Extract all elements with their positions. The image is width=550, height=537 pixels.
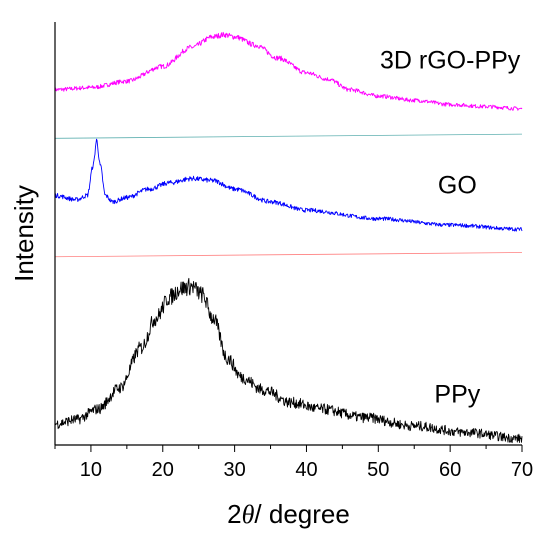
series-layer <box>54 31 523 444</box>
x-tick-label: 50 <box>367 459 389 481</box>
x-tick-label: 10 <box>80 459 102 481</box>
series-label-3d-rgo-ppy: 3D rGO-PPy <box>380 47 521 75</box>
x-ticks: 10 20 30 40 50 60 70 <box>54 445 533 481</box>
y-axis-title: Intensity <box>9 185 39 282</box>
series-line-3d-rgo-ppy <box>54 31 523 111</box>
reference-line-1 <box>54 133 523 139</box>
x-tick-label: 40 <box>295 459 317 481</box>
series-label-ppy: PPy <box>434 381 480 409</box>
x-axis-title: 2θ/ degree <box>227 499 350 529</box>
series-label-go: GO <box>438 171 477 199</box>
x-tick-label: 30 <box>223 459 245 481</box>
series-line-go <box>54 138 523 232</box>
reference-lines <box>54 133 523 258</box>
axes <box>54 22 522 446</box>
reference-line-2 <box>54 252 523 258</box>
x-tick-label: 70 <box>511 459 533 481</box>
x-tick-label: 60 <box>439 459 461 481</box>
series-labels: 3D rGO-PPy GO PPy <box>380 47 521 409</box>
x-tick-label: 20 <box>152 459 174 481</box>
series-line-ppy <box>54 277 523 444</box>
